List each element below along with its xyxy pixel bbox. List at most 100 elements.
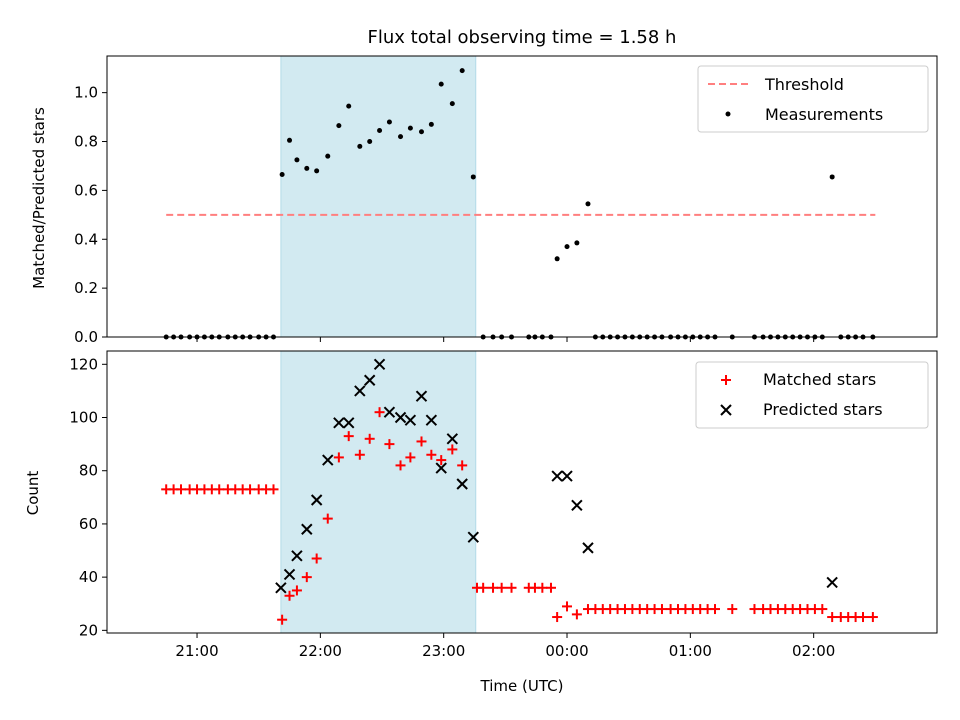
y-tick-label: 0.2 (74, 279, 98, 297)
data-point (336, 123, 342, 129)
data-point (867, 612, 878, 623)
data-point (561, 470, 573, 482)
data-point (446, 433, 459, 445)
bottom-panel: 20 40 60 80 100 120 21:00 22:00 23:00 00:00 01:00 0… (69, 350, 938, 660)
data-point (438, 81, 444, 87)
data-point (506, 582, 517, 593)
y-tick-label: 1.0 (74, 84, 98, 102)
data-point (435, 462, 447, 474)
axes-frame (106, 55, 938, 338)
axes-frame (106, 350, 938, 634)
data-point (322, 513, 333, 524)
data-point (333, 417, 345, 429)
data-point (394, 411, 407, 424)
data-point (301, 572, 312, 583)
data-point (175, 484, 186, 495)
data-point (407, 125, 413, 131)
top-legend-frame (697, 65, 929, 133)
data-point (447, 444, 458, 455)
y-tick-label: 60 (79, 515, 98, 533)
data-point (357, 143, 363, 149)
y-tick-label: 40 (79, 568, 98, 586)
data-point (467, 531, 479, 543)
data-point (283, 568, 296, 581)
data-point (284, 590, 295, 601)
y-tick-label: 20 (79, 621, 98, 639)
x-tick-label: 22:00 (299, 642, 342, 660)
data-point (571, 499, 583, 512)
data-point (478, 582, 489, 593)
data-point (551, 470, 563, 482)
data-point (374, 407, 385, 418)
x-tick-label: 02:00 (792, 642, 835, 660)
data-point (405, 452, 416, 463)
x-tick-label: 01:00 (669, 642, 712, 660)
data-point (291, 550, 303, 562)
data-point (395, 460, 406, 471)
data-point (311, 553, 322, 564)
data-point (279, 172, 285, 178)
data-point (287, 137, 293, 143)
legend-measurements-label: Measurements (765, 105, 883, 124)
top-ylabel: Matched/Predicted stars (30, 107, 48, 289)
data-point (354, 449, 365, 460)
data-point (214, 484, 225, 495)
y-tick-label: 100 (69, 409, 98, 427)
data-point (537, 582, 548, 593)
data-point (710, 604, 721, 615)
data-point (346, 103, 352, 109)
observing-interval-band (280, 55, 477, 338)
y-tick-label: 120 (69, 355, 98, 373)
data-point (294, 157, 300, 163)
legend-predicted-label: Predicted stars (763, 400, 883, 419)
data-point (343, 431, 354, 442)
data-point (571, 609, 582, 620)
x-tick-label: 21:00 (175, 642, 218, 660)
data-point (488, 582, 499, 593)
data-point (574, 240, 580, 246)
legend-measurements-swatch (725, 111, 731, 117)
y-tick-label: 80 (79, 462, 98, 480)
data-point (277, 614, 288, 625)
data-point (364, 433, 375, 444)
y-tick-label: 0.4 (74, 230, 98, 248)
data-point (727, 604, 738, 615)
legend-matched-label: Matched stars (763, 370, 876, 389)
data-point (426, 449, 437, 460)
series-predicted-stars (275, 358, 838, 594)
data-point (343, 417, 355, 429)
data-point (404, 414, 417, 426)
y-tick-label: 0.8 (74, 133, 98, 151)
data-point (585, 201, 591, 207)
data-point (386, 119, 392, 125)
data-point (301, 523, 313, 535)
data-point (749, 604, 760, 615)
data-point (858, 612, 869, 623)
data-point (245, 484, 256, 495)
data-point (459, 68, 465, 74)
data-point (470, 174, 476, 180)
data-point (275, 582, 287, 594)
data-point (826, 576, 838, 589)
data-point (428, 121, 434, 127)
data-point (383, 406, 396, 418)
data-point (268, 484, 279, 495)
legend-threshold-label: Threshold (764, 75, 844, 94)
data-point (827, 612, 838, 623)
data-point (829, 174, 835, 180)
data-point (291, 585, 302, 596)
data-point (562, 601, 573, 612)
data-point (354, 385, 366, 397)
y-tick-label: 0.0 (74, 328, 98, 346)
figure-title: Flux total observing time = 1.58 h (368, 27, 677, 48)
data-point (363, 374, 376, 386)
data-point (310, 494, 323, 506)
legend-predicted-swatch (720, 404, 732, 416)
data-point (398, 134, 404, 140)
data-point (314, 168, 320, 174)
data-point (436, 455, 447, 466)
data-point (373, 358, 386, 371)
data-point (325, 153, 331, 159)
bottom-legend: Matched stars Predicted stars (695, 361, 929, 429)
x-tick-label: 23:00 (422, 642, 465, 660)
